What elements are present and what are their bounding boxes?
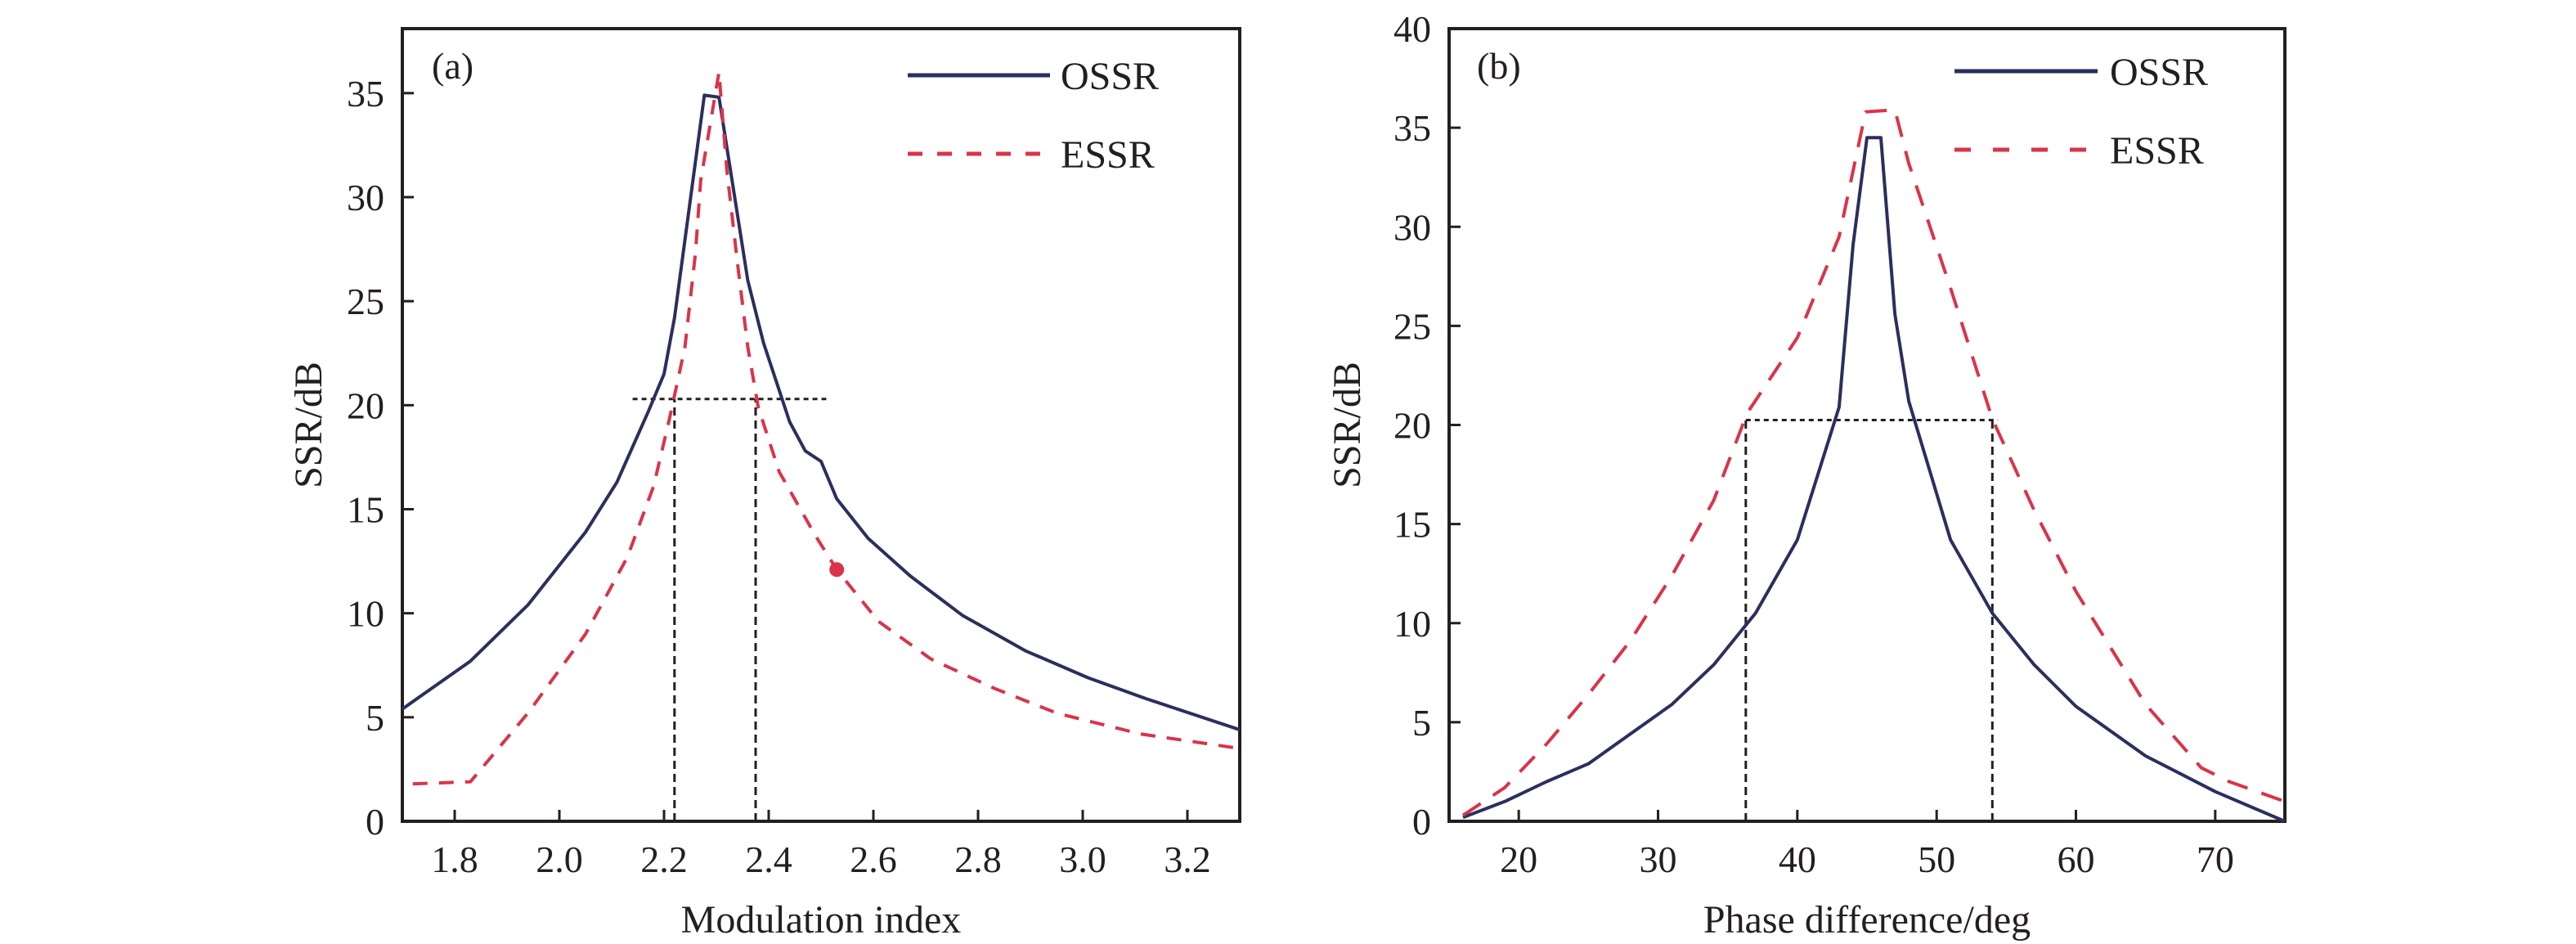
panel-label: (b) xyxy=(1477,45,1521,87)
x-tick-label: 2.6 xyxy=(850,838,897,880)
panel-label: (a) xyxy=(432,45,473,87)
y-tick-label: 20 xyxy=(1393,405,1431,447)
x-tick-label: 2.2 xyxy=(640,838,688,880)
series-line-ossr xyxy=(1462,136,2286,823)
x-tick-label: 2.0 xyxy=(536,838,583,880)
x-tick-label: 70 xyxy=(2197,838,2234,880)
x-tick-label: 2.4 xyxy=(745,838,792,880)
y-tick-label: 25 xyxy=(1393,305,1431,347)
y-tick-label: 15 xyxy=(1393,504,1431,546)
x-tick-label: 40 xyxy=(1779,838,1816,880)
y-tick-label: 0 xyxy=(366,801,384,843)
y-tick-label: 20 xyxy=(347,384,384,426)
chart-panel-a: 1.8 2.0 2.2 2.4 2.6 2.8 3.0 3.2 0 5 10 15 20 25 30 35 Mo… xyxy=(287,27,1241,942)
x-tick-label: 3.0 xyxy=(1059,838,1106,880)
series-line-essr xyxy=(412,70,1241,786)
x-tick-label: 50 xyxy=(1918,838,1955,880)
y-tick-label: 10 xyxy=(1393,603,1431,645)
legend-label-essr: ESSR xyxy=(1061,133,1155,177)
y-axis-title: SSR/dB xyxy=(1326,362,1369,488)
y-tick-label: 30 xyxy=(347,177,384,218)
y-tick-label: 5 xyxy=(366,697,384,739)
legend-label-ossr: OSSR xyxy=(2110,51,2208,94)
x-tick-label: 1.8 xyxy=(431,838,478,880)
chart-panel-b: 20 30 40 50 60 70 0 5 10 15 20 25 30 35 40 Phase differ… xyxy=(1326,8,2287,942)
y-axis-title: SSR/dB xyxy=(287,362,330,488)
y-tick-label: 25 xyxy=(347,281,384,322)
y-tick-label: 35 xyxy=(1393,107,1431,149)
x-tick-label: 20 xyxy=(1500,838,1537,880)
x-tick-label: 3.2 xyxy=(1164,838,1211,880)
x-tick-label: 30 xyxy=(1640,838,1677,880)
y-tick-label: 30 xyxy=(1393,206,1431,248)
plot-frame xyxy=(401,27,1241,823)
series-line-essr xyxy=(1461,108,2286,817)
x-tick-label: 2.8 xyxy=(954,838,1002,880)
x-axis-title: Phase difference/deg xyxy=(1703,898,2031,942)
series-line-ossr xyxy=(401,93,1241,731)
legend-label-essr: ESSR xyxy=(2110,129,2204,173)
y-tick-label: 10 xyxy=(347,593,384,635)
marker-point xyxy=(829,562,845,578)
y-tick-label: 35 xyxy=(347,73,384,115)
y-tick-label: 15 xyxy=(347,489,384,531)
x-axis-title: Modulation index xyxy=(681,898,962,942)
y-tick-label: 5 xyxy=(1412,702,1431,744)
x-tick-label: 60 xyxy=(2058,838,2095,880)
y-tick-label: 40 xyxy=(1393,8,1431,50)
legend-label-ossr: OSSR xyxy=(1061,55,1159,98)
y-tick-label: 0 xyxy=(1412,801,1431,843)
